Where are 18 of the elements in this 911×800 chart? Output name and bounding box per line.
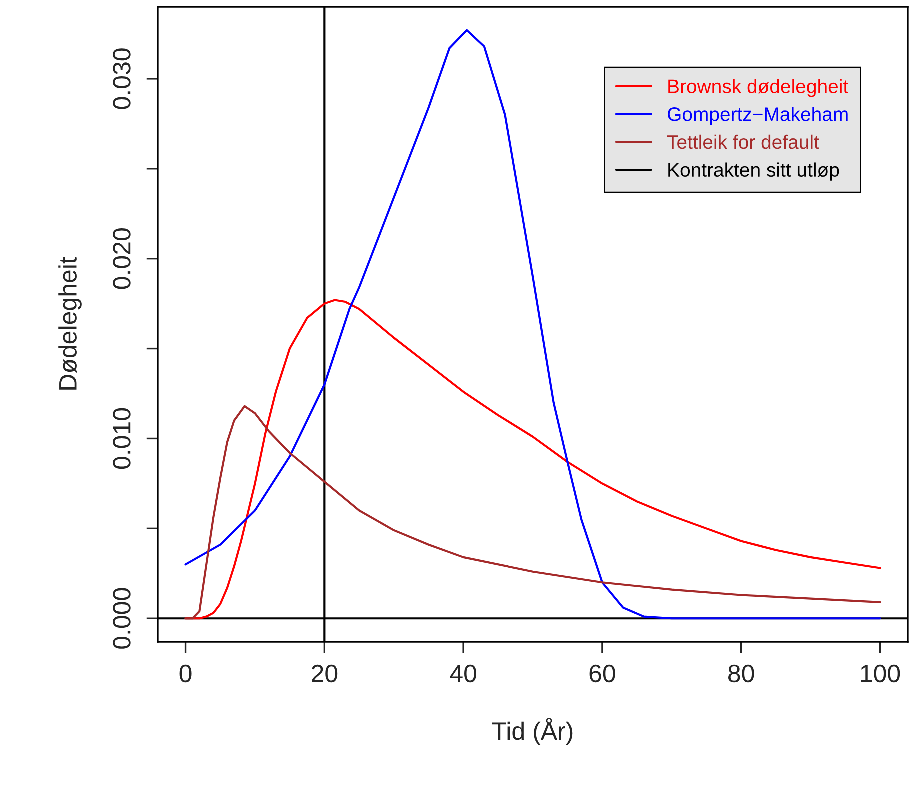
y-tick-label: 0.000 (113, 588, 131, 649)
x-axis-title: Tid (År) (492, 718, 573, 746)
x-tick-label: 20 (312, 664, 338, 683)
y-tick-label: 0.030 (113, 48, 131, 110)
y-axis-title: Dødelegheit (58, 257, 82, 390)
legend-label: Gompertz−Makeham (668, 107, 848, 126)
x-tick-label: 100 (861, 664, 900, 683)
x-tick-label: 40 (450, 664, 476, 683)
x-tick-label: 0 (180, 664, 192, 683)
y-tick-label: 0.020 (113, 228, 131, 290)
legend-label: Brownsk dødelegheit (668, 79, 848, 98)
y-tick-label: 0.010 (113, 408, 131, 470)
ref-line-label: Kontrakten sitt utløp (668, 162, 840, 181)
line-series (184, 29, 882, 620)
x-tick-label: 80 (728, 664, 754, 683)
line-series (184, 405, 882, 620)
x-tick-label: 60 (590, 664, 616, 683)
legend-label: Tettleik for default (667, 134, 820, 150)
